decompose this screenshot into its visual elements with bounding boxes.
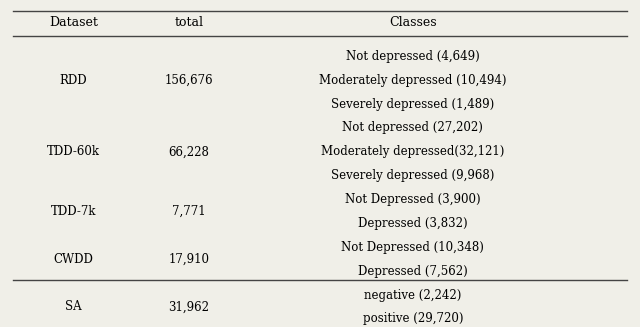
Text: Not depressed (4,649): Not depressed (4,649) (346, 50, 479, 63)
Text: CWDD: CWDD (54, 253, 93, 266)
Text: Not Depressed (10,348): Not Depressed (10,348) (341, 241, 484, 254)
Text: Severely depressed (1,489): Severely depressed (1,489) (331, 97, 495, 111)
Text: positive (29,720): positive (29,720) (362, 312, 463, 325)
Text: Depressed (7,562): Depressed (7,562) (358, 265, 468, 278)
Text: Severely depressed (9,968): Severely depressed (9,968) (331, 169, 495, 182)
Text: 17,910: 17,910 (168, 253, 209, 266)
Text: Classes: Classes (389, 16, 436, 29)
Text: total: total (174, 16, 204, 29)
Text: Moderately depressed (10,494): Moderately depressed (10,494) (319, 74, 506, 87)
Text: RDD: RDD (60, 74, 88, 87)
Text: Moderately depressed(32,121): Moderately depressed(32,121) (321, 145, 504, 158)
Text: 156,676: 156,676 (164, 74, 213, 87)
Text: 66,228: 66,228 (168, 145, 209, 158)
Text: negative (2,242): negative (2,242) (364, 288, 461, 301)
Text: SA: SA (65, 301, 82, 314)
Text: Not Depressed (3,900): Not Depressed (3,900) (345, 193, 481, 206)
Text: TDD-60k: TDD-60k (47, 145, 100, 158)
Text: Not depressed (27,202): Not depressed (27,202) (342, 121, 483, 134)
Text: TDD-7k: TDD-7k (51, 205, 97, 218)
Text: 31,962: 31,962 (168, 301, 209, 314)
Text: Dataset: Dataset (49, 16, 98, 29)
Text: Depressed (3,832): Depressed (3,832) (358, 217, 468, 230)
Text: 7,771: 7,771 (172, 205, 205, 218)
